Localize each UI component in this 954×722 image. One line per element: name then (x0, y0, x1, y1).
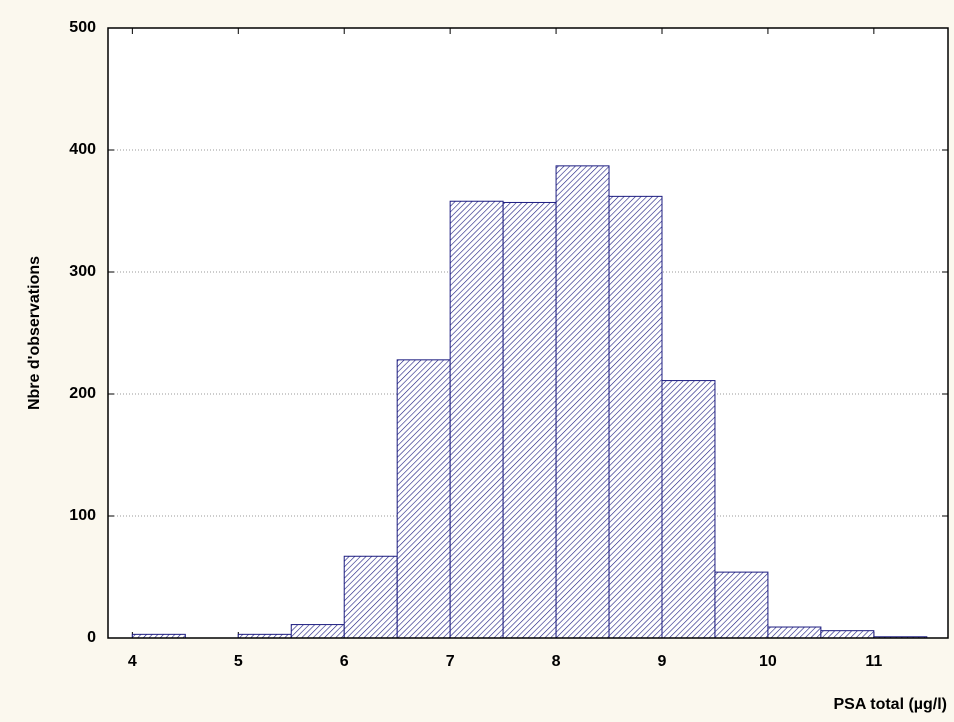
y-tick-label: 100 (69, 507, 96, 524)
bar (714, 571, 769, 639)
bar (820, 630, 875, 639)
bar (555, 165, 610, 639)
x-axis-label: PSA total (µg/l) (833, 696, 947, 713)
plot-frame (107, 27, 949, 639)
bar (290, 624, 345, 639)
x-tick-label: 4 (128, 653, 137, 670)
x-tick-label: 11 (865, 653, 882, 670)
y-axis-label: Nbre d'observations (26, 256, 43, 410)
bar (449, 200, 504, 639)
x-tick-label: 5 (234, 653, 243, 670)
y-tick-label: 300 (69, 263, 96, 280)
bar (502, 201, 557, 639)
bar (767, 626, 822, 639)
y-tick-label: 0 (87, 629, 96, 646)
y-tick-label: 200 (69, 385, 96, 402)
bar (396, 359, 451, 639)
x-tick-label: 6 (340, 653, 349, 670)
y-tick-label: 500 (69, 19, 96, 36)
x-tick-label: 10 (759, 653, 777, 670)
x-tick-label: 9 (658, 653, 667, 670)
x-tick-label: 8 (552, 653, 561, 670)
bar (343, 555, 398, 639)
y-tick-label: 400 (69, 141, 96, 158)
bar (661, 380, 716, 639)
x-tick-label: 7 (446, 653, 455, 670)
bar (608, 195, 663, 639)
